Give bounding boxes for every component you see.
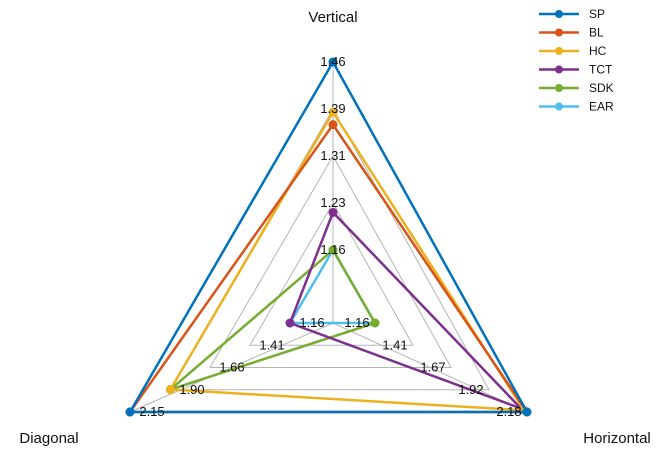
legend-label: SDK <box>589 81 614 95</box>
tick-label: 1.16 <box>320 242 345 257</box>
legend-marker <box>555 102 563 111</box>
tick-label: 1.66 <box>219 360 244 375</box>
legend-marker <box>555 65 563 74</box>
legend-label: SP <box>589 7 605 21</box>
tick-label: 1.41 <box>382 337 407 352</box>
legend-label: HC <box>589 44 607 58</box>
grid-spoke <box>129 322 334 413</box>
tick-label: 1.41 <box>259 337 284 352</box>
data-point <box>328 245 338 255</box>
legend-marker <box>555 47 563 55</box>
tick-label: 1.39 <box>320 101 345 116</box>
data-point <box>328 107 338 117</box>
legend-marker <box>555 28 563 37</box>
series-bl <box>125 120 532 417</box>
tick-label: 1.90 <box>179 382 204 397</box>
legend-item-tct: TCT <box>539 63 613 77</box>
tick-label: 2.15 <box>139 404 164 419</box>
data-point <box>285 318 295 328</box>
legend: SP BL HC TCT SDK EAR <box>539 7 614 114</box>
legend-label: EAR <box>589 100 614 114</box>
tick-label: 1.46 <box>320 54 345 69</box>
legend-label: BL <box>589 26 604 40</box>
grid-ring <box>209 154 452 368</box>
grid-ring <box>249 201 414 346</box>
legend-item-sdk: SDK <box>539 81 614 95</box>
grid-spoke <box>332 322 528 413</box>
data-point <box>522 407 532 417</box>
series-line <box>127 59 530 414</box>
tick-label: 1.16 <box>299 315 324 330</box>
series-sp <box>125 57 532 417</box>
legend-item-ear: EAR <box>539 100 614 114</box>
data-point <box>165 385 175 395</box>
tick-label: 1.31 <box>320 148 345 163</box>
tick-label: 1.16 <box>344 315 369 330</box>
axis-title-diagonal: Diagonal <box>19 430 78 447</box>
series-line <box>127 122 530 414</box>
tick-label: 2.18 <box>496 404 521 419</box>
data-point <box>328 120 338 130</box>
tick-label: 1.92 <box>458 382 483 397</box>
legend-item-hc: HC <box>539 44 607 58</box>
legend-item-sp: SP <box>539 7 605 21</box>
legend-marker <box>555 10 563 18</box>
data-point <box>370 318 380 328</box>
series-line <box>288 210 522 410</box>
series-line <box>169 248 377 391</box>
data-point <box>328 207 338 217</box>
data-point <box>328 57 338 67</box>
series-line <box>168 109 527 412</box>
legend-item-bl: BL <box>539 26 604 40</box>
tick-label: 1.23 <box>320 195 345 210</box>
legend-marker <box>555 84 563 92</box>
series-layer <box>125 57 532 417</box>
axis-title-horizontal: Horizontal <box>583 430 651 447</box>
axis-title-vertical: Vertical <box>308 9 357 26</box>
legend-label: TCT <box>589 63 613 77</box>
tick-labels: 1.16 1.23 1.31 1.39 1.46 1.16 1.41 1.67 1.92 2.18… <box>139 54 521 419</box>
tick-label: 1.67 <box>420 360 445 375</box>
data-point <box>125 407 135 417</box>
